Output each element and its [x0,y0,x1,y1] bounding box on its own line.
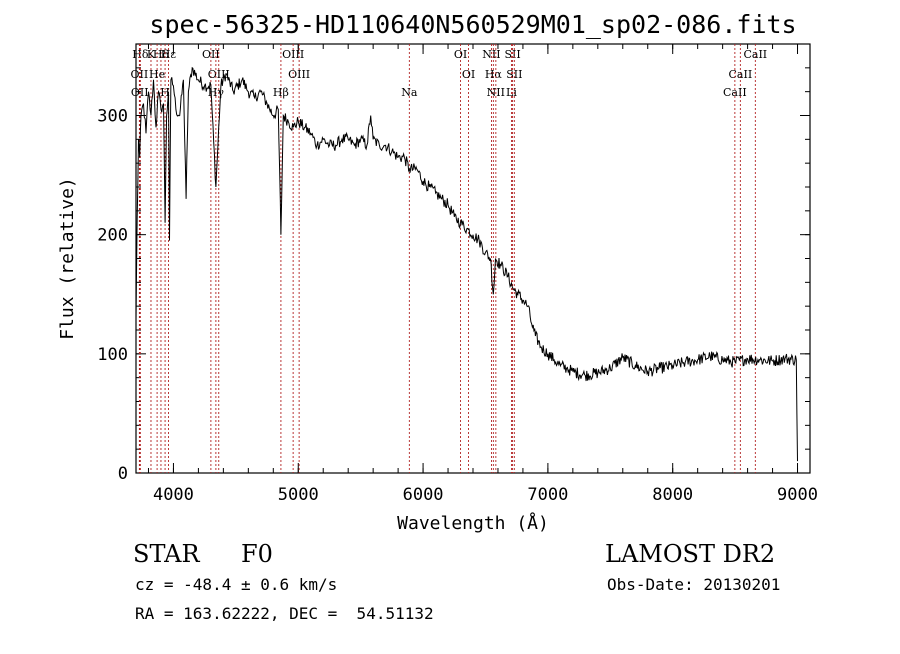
line-marker-label: CaII [723,86,747,99]
line-marker-label: CaII [743,48,767,61]
spectrum-line [135,66,798,462]
y-axis-label: Flux (relative) [57,177,78,340]
line-marker-label: NII [487,86,505,99]
line-marker-label: Hδ [132,48,149,61]
x-tick-label: 6000 [403,485,444,505]
x-tick-label: 9000 [777,485,818,505]
line-marker-label: Hγ [208,86,225,99]
x-tick-label: 7000 [527,485,568,505]
line-marker-label: CaII [729,68,753,81]
line-marker-label: H [160,86,170,99]
footer-obs-date: Obs-Date: 20130201 [607,575,781,594]
plot-frame [135,43,811,474]
x-tick-label: 5000 [278,485,319,505]
x-tick-label: 4000 [153,485,194,505]
line-marker-label: He [149,68,165,81]
x-tick-label: 8000 [652,485,693,505]
footer-class: STAR [133,540,200,568]
line-marker-label: NII [482,48,500,61]
line-marker-label: K [147,48,156,61]
chart-title: spec-56325-HD110640N560529M01_sp02-086.f… [149,10,796,39]
line-marker-label: OII [131,86,149,99]
line-marker-label: OI [462,68,475,81]
line-marker-label: OII [202,48,220,61]
line-marker-label: Hε [161,48,177,61]
x-axis-label: Wavelength (Å) [397,512,549,534]
line-marker-label: Li [506,86,517,99]
line-marker-label: Hα [485,68,503,81]
y-tick-label: 200 [97,226,128,246]
line-marker-label: Na [401,86,418,99]
y-tick-label: 0 [118,464,128,484]
footer-radec: RA = 163.62222, DEC = 54.51132 [135,604,434,623]
line-marker-label: Hβ [273,86,289,99]
y-tick-label: 100 [97,345,128,365]
line-marker-label: OIII [288,68,310,81]
line-marker-label: OII [131,68,149,81]
footer-cz: cz = -48.4 ± 0.6 km/s [135,575,338,594]
line-marker-label: OI [454,48,467,61]
footer-survey: LAMOST DR2 [605,540,776,568]
line-marker-label: SII [506,68,522,81]
footer-subclass: F0 [241,540,273,568]
y-tick-label: 300 [97,107,128,127]
line-marker-label: OIII [282,48,304,61]
line-marker-label: SII [504,48,520,61]
